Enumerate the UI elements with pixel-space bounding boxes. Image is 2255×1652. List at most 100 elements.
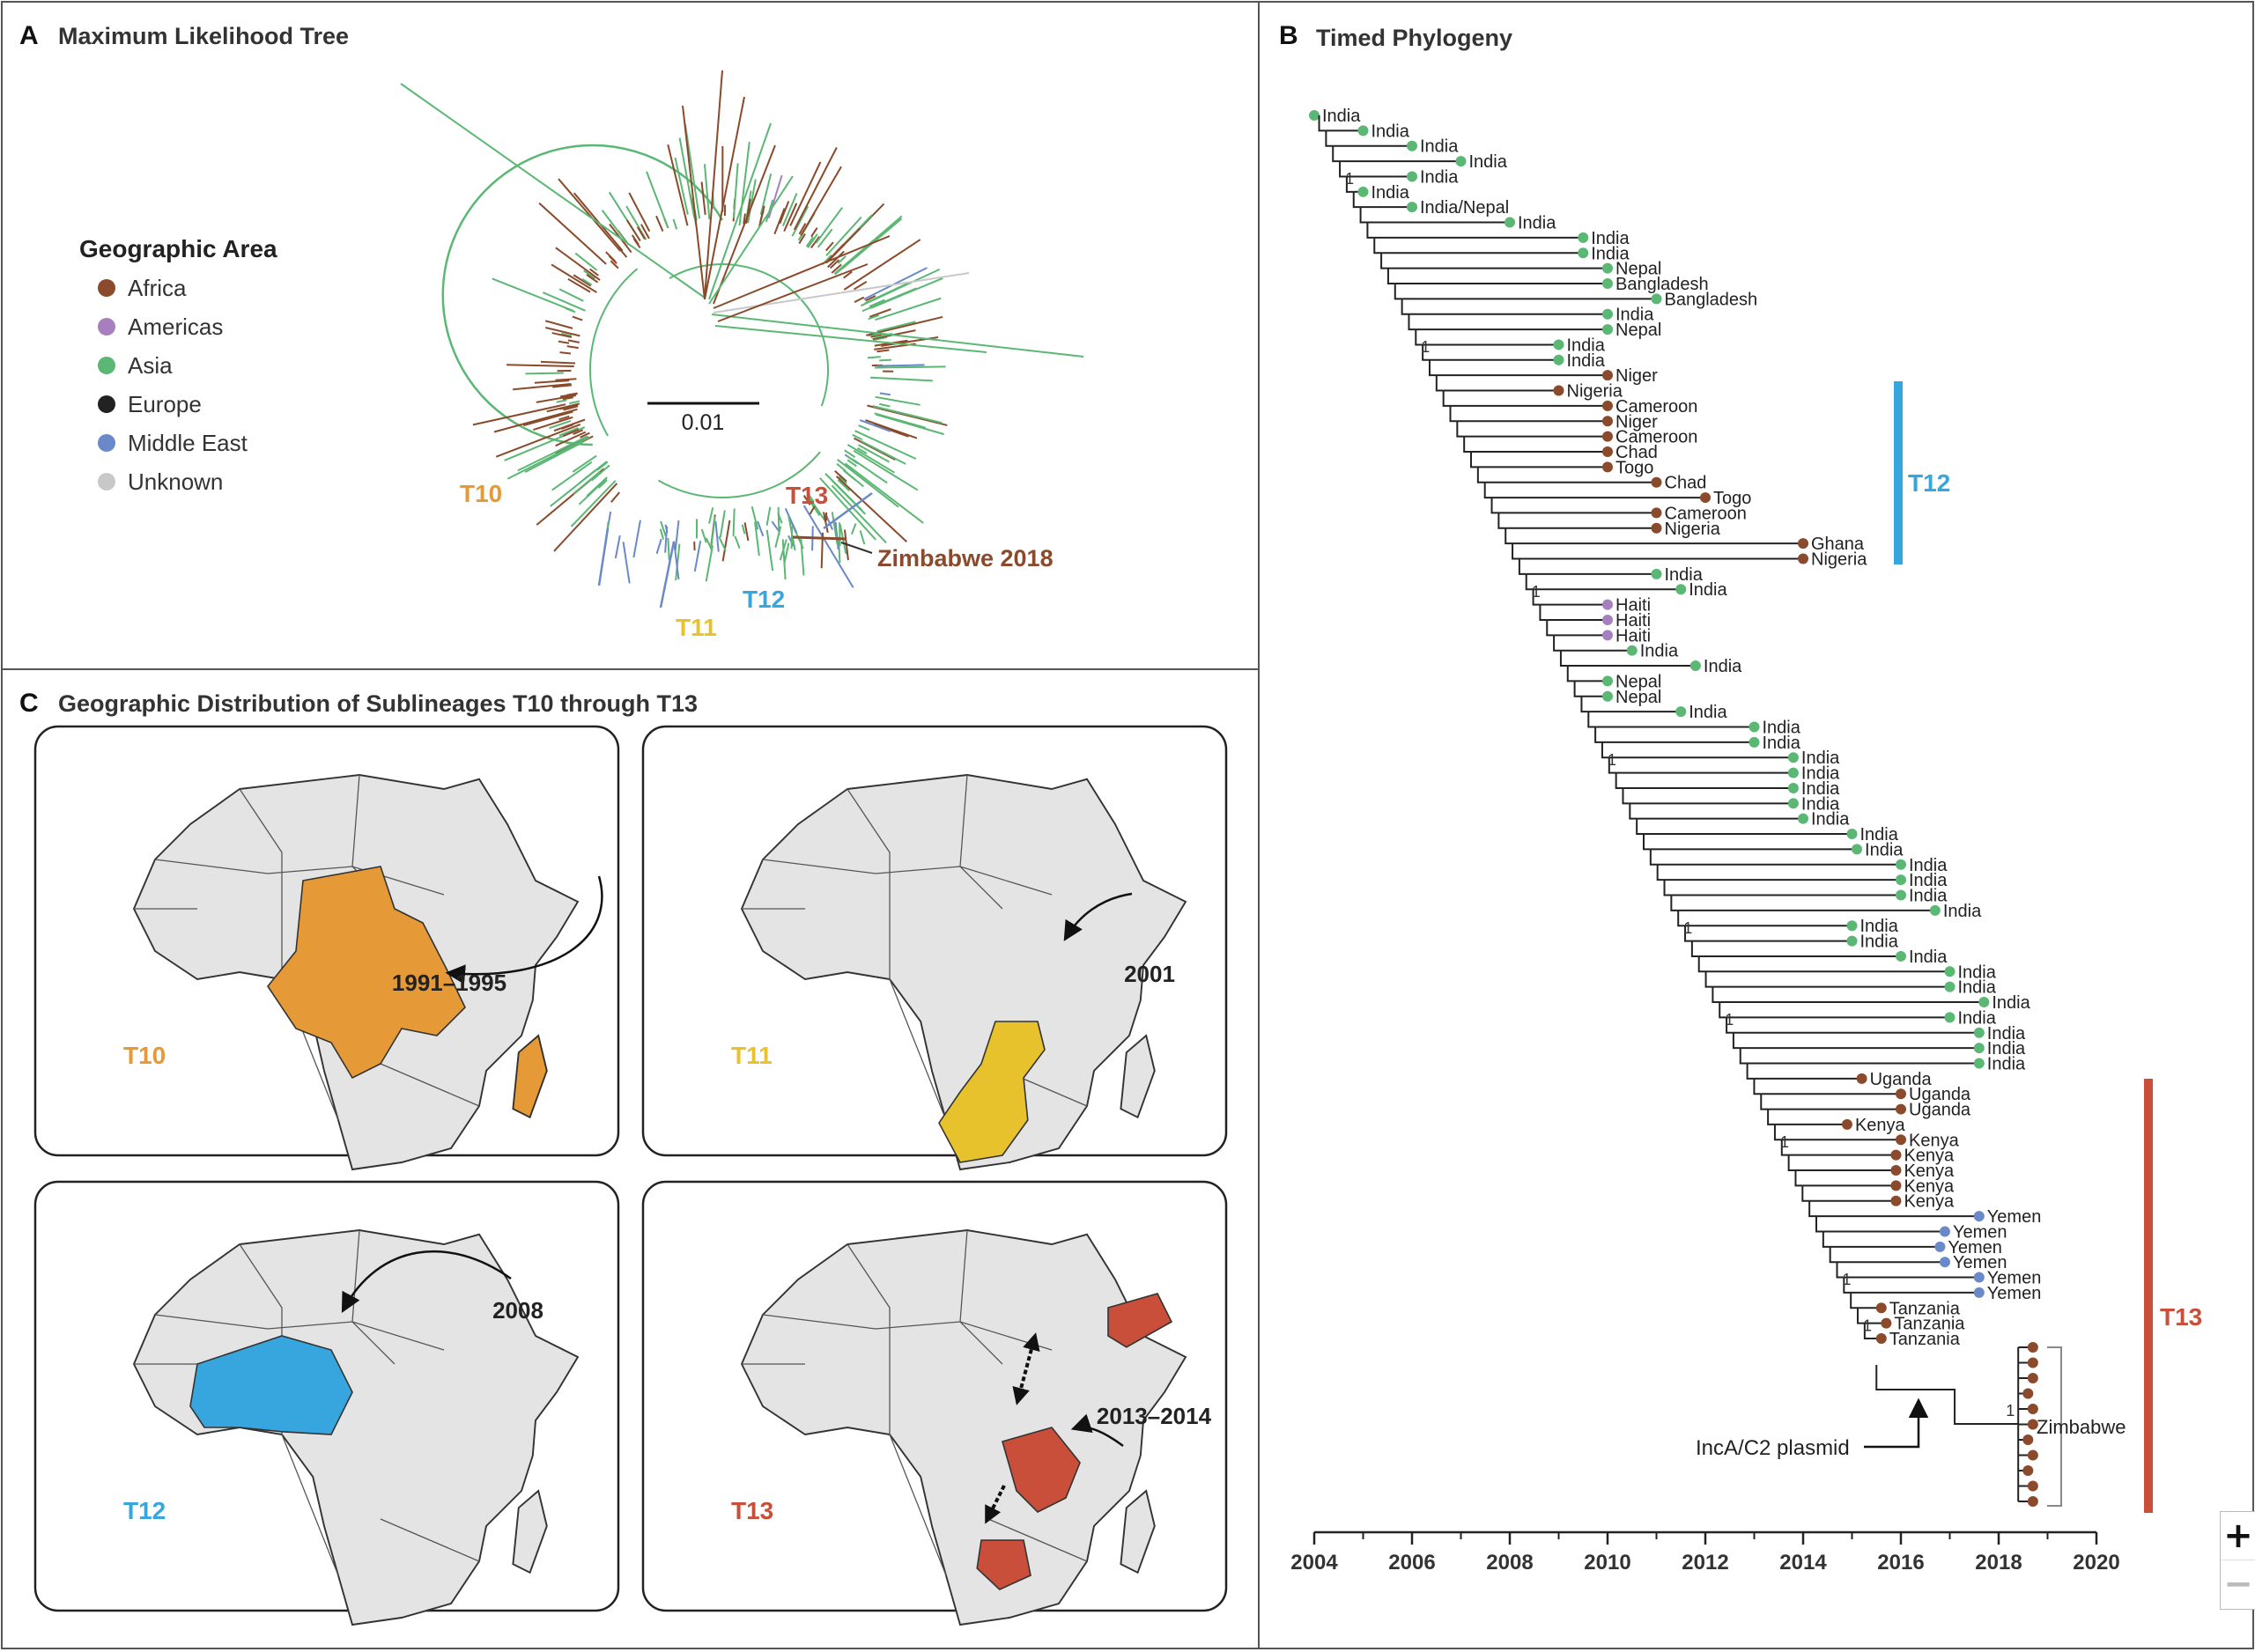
ml-branch	[837, 255, 847, 264]
ml-branch	[823, 512, 829, 534]
timed-leaf-dot	[1602, 690, 1613, 702]
timed-leaf-label: India	[1615, 306, 1654, 325]
ml-branch	[837, 458, 899, 508]
axis-tick-label: 2010	[1584, 1551, 1630, 1575]
timed-leaf-label: India	[1322, 107, 1361, 126]
support-value: 1	[1345, 170, 1354, 188]
timed-leaf-label: Yemen	[1987, 1207, 2042, 1227]
legend-swatch-middle-east	[98, 434, 115, 452]
timed-leaf-label: Nigeria	[1567, 382, 1623, 402]
timed-leaf-label: Tanzania	[1889, 1330, 1961, 1349]
country-border	[987, 1518, 1088, 1562]
ml-inner-arc	[658, 451, 821, 498]
ml-branch	[552, 384, 573, 388]
timed-node	[1794, 1170, 1803, 1187]
timed-node	[1622, 787, 1630, 805]
legend-swatch-africa	[98, 279, 115, 297]
panel-c-title: Geographic Distribution of Sublineages T…	[58, 690, 698, 717]
ml-branch	[834, 521, 839, 550]
axis-tick-label: 2004	[1290, 1551, 1338, 1575]
timed-leaf-dot	[1602, 416, 1613, 427]
timed-leaf-dot	[1787, 782, 1799, 793]
zoom-control: + −	[2220, 1511, 2255, 1610]
ml-branch	[492, 277, 573, 312]
timed-node	[1442, 390, 1451, 407]
ml-long-branch	[704, 70, 723, 299]
ml-branch	[773, 208, 786, 235]
zoom-out-button[interactable]: −	[2221, 1560, 2255, 1608]
ml-clade-t10: T10	[460, 480, 502, 507]
ml-branch	[561, 424, 574, 430]
timed-node	[1787, 1154, 1796, 1172]
ml-branch	[767, 174, 783, 219]
map-label: T10	[123, 1042, 166, 1069]
madagascar	[1120, 1034, 1156, 1119]
ml-branch	[847, 444, 895, 474]
introduction-arrow	[1063, 892, 1133, 941]
timed-leaf-dot	[1689, 660, 1701, 672]
timed-leaf-dot	[1929, 904, 1941, 916]
timed-leaf-dot	[1798, 538, 1808, 549]
timed-leaf-label: Ghana	[1811, 535, 1865, 554]
madagascar	[1120, 1489, 1156, 1575]
ml-branch	[472, 403, 566, 426]
country-border	[847, 1243, 891, 1435]
timed-node	[1497, 513, 1506, 529]
timed-leaf-label: Yemen	[1953, 1222, 2007, 1242]
ml-branch	[765, 506, 772, 526]
ml-branch	[867, 356, 881, 359]
ml-branch	[567, 339, 580, 343]
timed-leaf-dot	[1602, 324, 1613, 336]
timed-leaf-dot	[1602, 431, 1613, 442]
ml-branch	[754, 521, 760, 557]
zoom-in-button[interactable]: +	[2223, 1516, 2253, 1556]
timed-leaf-dot	[1578, 247, 1589, 259]
timed-leaf-dot	[1602, 308, 1613, 320]
ml-branch	[800, 538, 805, 576]
timed-leaf-label: India	[1801, 764, 1840, 784]
timed-leaf-label: India	[1958, 962, 1997, 982]
timed-leaf-label: Tanzania	[1889, 1299, 1961, 1318]
timed-leaf-label: India	[1992, 993, 2030, 1013]
timed-leaf-dot	[1798, 813, 1808, 824]
timed-node	[1808, 1200, 1816, 1218]
ml-branch	[842, 468, 864, 488]
timed-leaf-label: India	[1640, 642, 1679, 661]
ml-branch	[591, 464, 610, 482]
ml-branch	[566, 345, 579, 350]
timed-leaf-dot	[1651, 568, 1662, 579]
ml-branch	[857, 444, 891, 463]
timed-leaf-label: India	[1860, 825, 1899, 844]
legend-swatch-europe	[98, 395, 115, 413]
ml-branch	[747, 179, 757, 224]
zimbabwe-leaf-dot	[2027, 1342, 2038, 1353]
ml-branch	[573, 274, 592, 287]
timed-leaf-label: Tanzania	[1894, 1315, 1965, 1334]
timed-leaf-dot	[1455, 156, 1467, 167]
ml-branch	[809, 500, 821, 517]
timed-node	[1780, 1139, 1789, 1156]
country-border	[889, 1434, 947, 1576]
support-value: 1	[1532, 583, 1541, 601]
timed-leaf-dot	[1798, 553, 1808, 564]
timed-node	[1594, 726, 1602, 743]
ml-branch	[608, 254, 617, 264]
map-annotation: 2001	[1124, 961, 1175, 987]
timed-node	[1649, 849, 1658, 866]
ml-branch	[743, 213, 746, 225]
timed-leaf-label: Kenya	[1904, 1147, 1955, 1166]
timed-leaf-dot	[1875, 1333, 1887, 1344]
ml-branch	[865, 295, 876, 302]
ml-branch	[859, 419, 891, 432]
ml-branch	[555, 431, 587, 447]
region-fill	[189, 1335, 353, 1435]
ml-branch	[810, 227, 818, 238]
timed-node	[1580, 696, 1589, 713]
timed-leaf-label: Kenya	[1904, 1162, 1955, 1181]
timed-leaf-dot	[1856, 1073, 1867, 1084]
timed-leaf-dot	[1578, 232, 1589, 243]
timed-node	[1539, 604, 1548, 621]
ml-clade-t12: T12	[743, 586, 785, 613]
ml-branch	[875, 395, 920, 406]
country-border	[154, 1314, 445, 1351]
